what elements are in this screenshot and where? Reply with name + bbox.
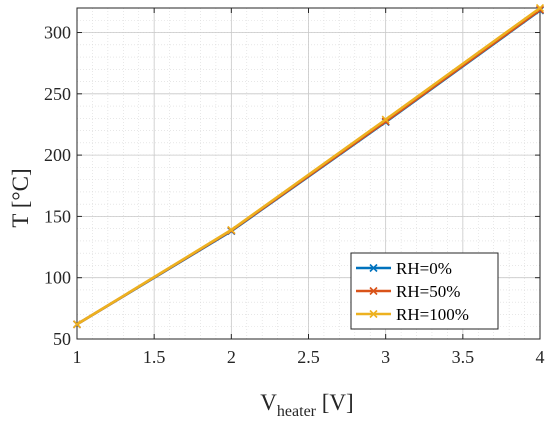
y-tick-label: 250 <box>44 84 71 104</box>
plot-area: 1 1.5 2 2.5 3 3.5 4 50 100 150 200 250 300 RH=0% RH=50… <box>44 3 545 367</box>
y-tick-label: 50 <box>53 329 71 349</box>
y-axis-label: T [°C] <box>8 168 33 227</box>
legend-label-0: RH=0% <box>396 259 452 278</box>
series-2-point <box>381 115 390 124</box>
series-2-point <box>535 3 545 13</box>
x-axis-label-sub: heater <box>277 403 317 420</box>
x-tick-label: 1 <box>73 347 82 367</box>
legend-marker-1 <box>369 286 378 296</box>
series-line-2 <box>76 6 541 326</box>
y-tick-label: 100 <box>44 268 71 288</box>
x-tick-label: 2.5 <box>297 347 320 367</box>
legend-label-1: RH=50% <box>396 282 460 301</box>
x-axis-label-unit: [V] <box>316 390 354 415</box>
legend-marker-2 <box>369 309 378 319</box>
x-tick-label: 2 <box>227 347 236 367</box>
x-axis-label: Vheater [V] <box>260 390 353 420</box>
series-2-point <box>72 320 82 329</box>
y-tick-label: 150 <box>44 206 71 226</box>
x-tick-label: 1.5 <box>143 347 166 367</box>
series-2-point <box>227 225 236 234</box>
series-1-point <box>535 5 545 14</box>
legend-label-2: RH=100% <box>396 305 469 324</box>
x-tick-label: 4 <box>536 347 545 367</box>
legend-marker-0 <box>369 263 378 273</box>
x-axis-label-main: V <box>260 390 277 415</box>
x-tick-label: 3 <box>381 347 390 367</box>
x-tick-label: 3.5 <box>452 347 475 367</box>
y-tick-label: 300 <box>44 23 71 43</box>
y-tick-label: 200 <box>44 145 71 165</box>
